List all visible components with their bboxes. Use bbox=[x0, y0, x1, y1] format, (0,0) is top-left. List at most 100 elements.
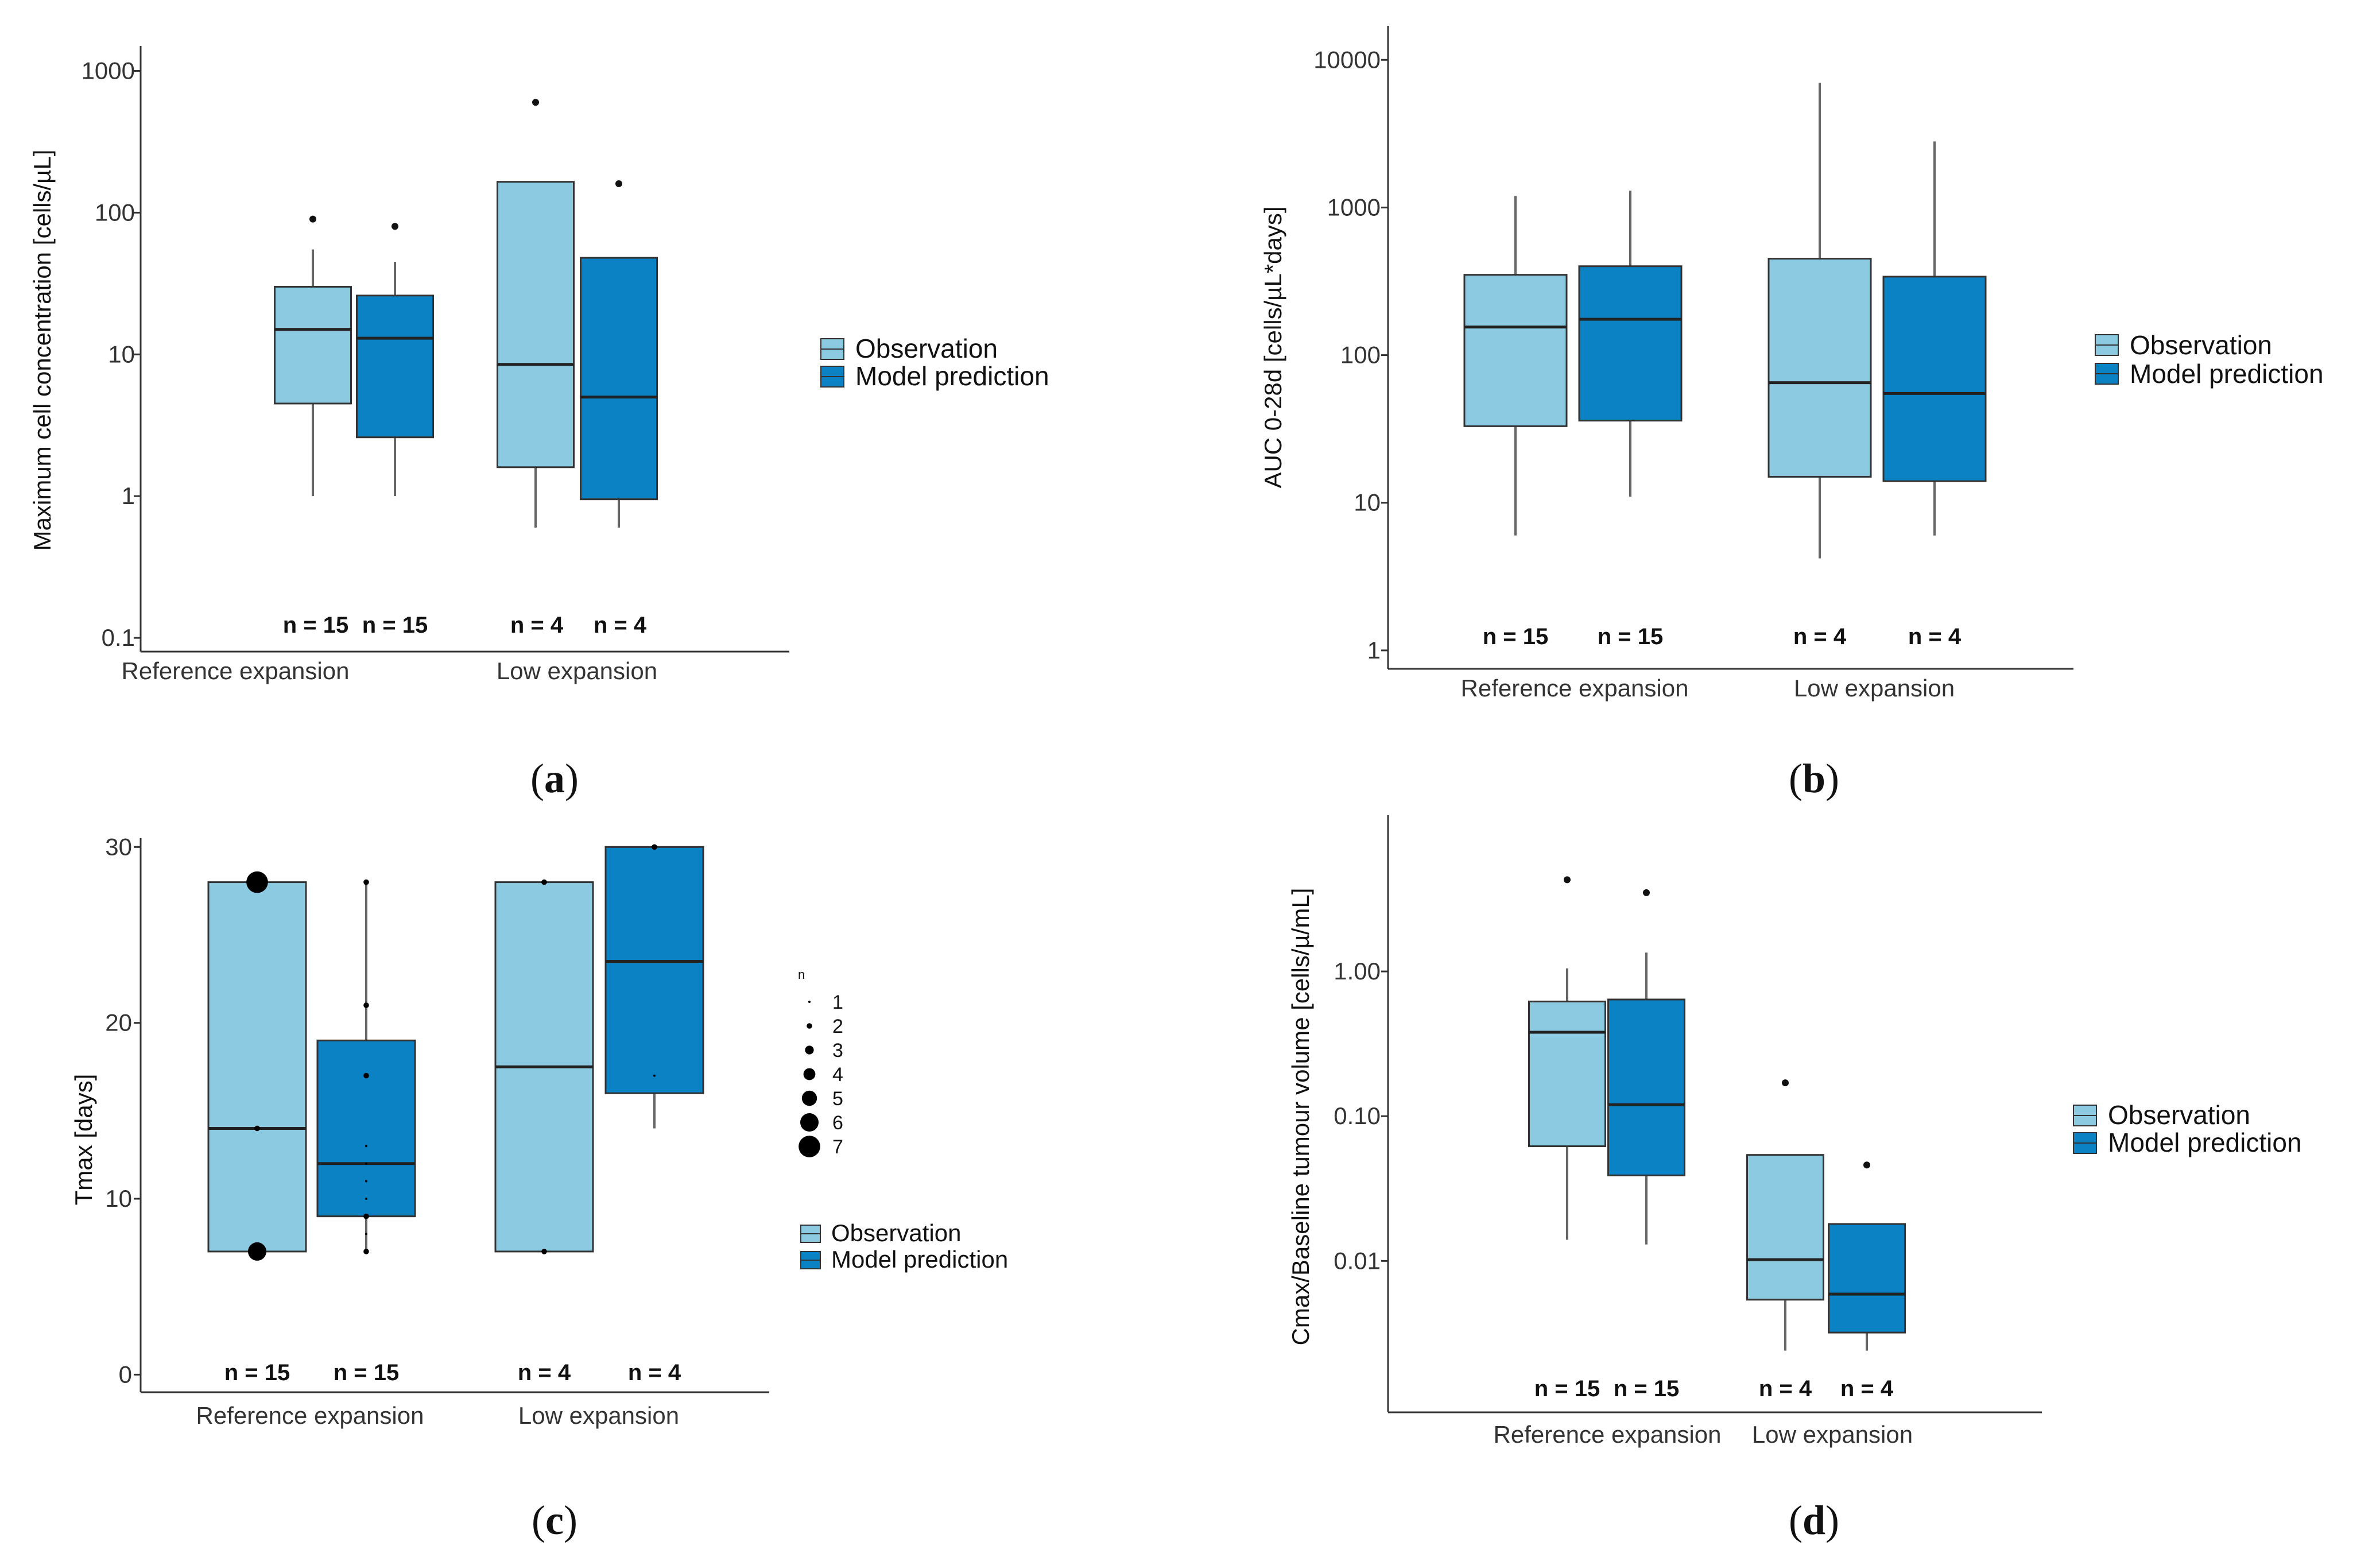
y-tick-label: 1000 bbox=[1327, 193, 1381, 220]
count-point bbox=[248, 1242, 266, 1261]
legend-model: Model prediction bbox=[2130, 359, 2324, 389]
count-point bbox=[363, 1249, 369, 1254]
box-observation bbox=[1463, 274, 1568, 427]
category-label: Low expansion bbox=[497, 657, 657, 684]
y-tick-label: 100 bbox=[95, 199, 135, 226]
y-tick-label: 10000 bbox=[1313, 46, 1381, 73]
y-tick-label: 0 bbox=[119, 1361, 132, 1388]
y-tick-label: 30 bbox=[105, 833, 132, 860]
box-model bbox=[604, 846, 704, 1094]
n-label: n = 15 bbox=[1534, 1376, 1600, 1401]
count-point bbox=[246, 871, 268, 893]
caption-a: (a) bbox=[530, 756, 579, 801]
n-label: n = 4 bbox=[1908, 624, 1962, 649]
legend-observation: Observation bbox=[2108, 1100, 2250, 1130]
caption-d: (d) bbox=[1789, 1497, 1839, 1543]
size-legend-label: 1 bbox=[832, 991, 843, 1013]
panel-a: Maximum cell concentration [cells/µL] Re… bbox=[29, 46, 1049, 801]
size-legend-dot bbox=[801, 1090, 817, 1106]
box-observation bbox=[497, 181, 575, 468]
legend-model: Model prediction bbox=[831, 1246, 1008, 1273]
ylabel-b: AUC 0-28d [cells/µL*days] bbox=[1259, 206, 1286, 488]
y-tick-label: 10 bbox=[108, 340, 135, 367]
box-observation bbox=[1767, 258, 1872, 478]
y-tick-label: 1000 bbox=[82, 57, 135, 84]
size-legend-label: 6 bbox=[832, 1112, 843, 1134]
outlier-point bbox=[532, 99, 539, 106]
n-label: n = 4 bbox=[1793, 624, 1847, 649]
y-tick-label: 0.1 bbox=[102, 624, 135, 651]
box-model bbox=[1578, 265, 1683, 422]
outlier-point bbox=[1782, 1079, 1789, 1087]
legend-model: Model prediction bbox=[2108, 1128, 2302, 1157]
outlier-point bbox=[1564, 876, 1571, 884]
n-label: n = 15 bbox=[1598, 624, 1664, 649]
y-tick-label: 100 bbox=[1340, 342, 1381, 369]
y-tick-label: 0.10 bbox=[1334, 1102, 1381, 1129]
count-point bbox=[363, 1072, 369, 1079]
legend-observation: Observation bbox=[855, 334, 998, 363]
size-legend-label: 3 bbox=[832, 1040, 843, 1062]
box-observation bbox=[207, 881, 307, 1253]
category-label: Low expansion bbox=[518, 1402, 679, 1429]
size-legend-label: 5 bbox=[832, 1088, 843, 1110]
count-point bbox=[365, 1198, 367, 1200]
category-label: Low expansion bbox=[1752, 1421, 1913, 1448]
outlier-point bbox=[392, 223, 398, 230]
n-label: n = 4 bbox=[1759, 1376, 1812, 1401]
caption-b: (b) bbox=[1789, 756, 1839, 801]
legend-c: Observation Model prediction bbox=[800, 1219, 1008, 1273]
y-tick-label: 1 bbox=[1367, 637, 1381, 664]
count-point bbox=[254, 1125, 260, 1132]
outlier-point bbox=[615, 180, 622, 187]
legend-b: Observation Model prediction bbox=[2095, 330, 2324, 389]
count-point bbox=[363, 1213, 369, 1219]
legend-observation: Observation bbox=[831, 1219, 961, 1246]
count-point bbox=[363, 1002, 369, 1008]
y-tick-label: 10 bbox=[1354, 489, 1381, 516]
count-point bbox=[365, 1180, 367, 1183]
box-model bbox=[1882, 276, 1987, 482]
n-label: n = 15 bbox=[334, 1360, 400, 1385]
outlier-point bbox=[1643, 889, 1650, 896]
n-label: n = 15 bbox=[283, 613, 349, 638]
ylabel-a: Maximum cell concentration [cells/µL] bbox=[29, 150, 56, 551]
size-legend-dot bbox=[800, 1113, 819, 1132]
category-label: Reference expansion bbox=[196, 1402, 424, 1429]
legend-d: Observation Model prediction bbox=[2073, 1100, 2302, 1157]
category-label: Reference expansion bbox=[1461, 675, 1689, 702]
category-label: Low expansion bbox=[1794, 675, 1955, 702]
caption-letter: a bbox=[544, 756, 565, 801]
box-model bbox=[580, 257, 658, 501]
n-label: n = 4 bbox=[628, 1360, 681, 1385]
count-point bbox=[652, 844, 657, 850]
box-model bbox=[356, 295, 434, 439]
count-point bbox=[365, 1145, 367, 1148]
size-legend-label: 7 bbox=[832, 1136, 843, 1158]
size-legend-dot bbox=[807, 1023, 812, 1029]
count-point bbox=[541, 879, 547, 885]
caption-c: (c) bbox=[532, 1497, 577, 1543]
count-point bbox=[365, 1162, 367, 1165]
panel-d: Cmax/Baseline tumour volume [cells/µ/mL]… bbox=[1287, 815, 2302, 1543]
ylabel-c: Tmax [days] bbox=[70, 1074, 97, 1206]
count-point bbox=[363, 879, 369, 885]
legend-a: Observation Model prediction bbox=[820, 334, 1049, 391]
outlier-point bbox=[1863, 1161, 1870, 1169]
caption-letter: b bbox=[1803, 756, 1825, 801]
y-tick-label: 1.00 bbox=[1334, 958, 1381, 985]
count-point bbox=[541, 1249, 547, 1254]
size-legend-label: 2 bbox=[832, 1016, 843, 1037]
n-label: n = 15 bbox=[1483, 624, 1549, 649]
panel-c: Tmax [days] Reference expansion Low expa… bbox=[70, 833, 1008, 1543]
legend-model: Model prediction bbox=[855, 361, 1049, 391]
category-label: Reference expansion bbox=[1494, 1421, 1722, 1448]
y-tick-label: 1 bbox=[122, 482, 135, 509]
caption-letter: d bbox=[1803, 1497, 1825, 1543]
size-legend-dot bbox=[803, 1068, 816, 1080]
n-label: n = 4 bbox=[518, 1360, 571, 1385]
n-label: n = 15 bbox=[1614, 1376, 1680, 1401]
box-observation bbox=[1528, 1000, 1606, 1148]
box-observation bbox=[274, 285, 352, 405]
